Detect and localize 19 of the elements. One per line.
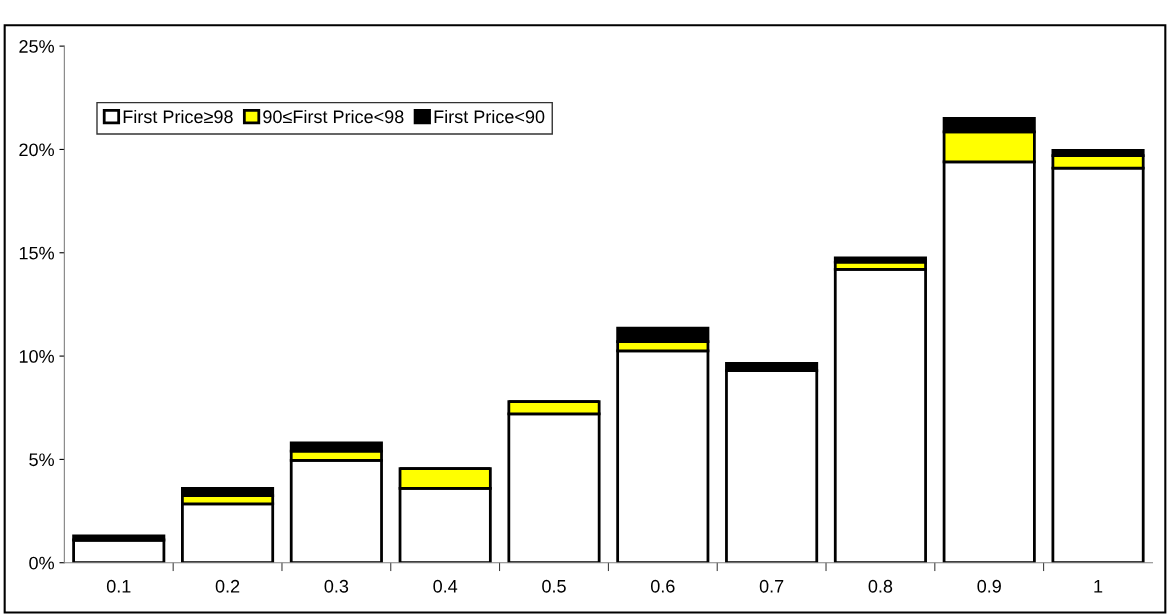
x-tick-label: 0.5 (542, 579, 566, 593)
y-tick-label: 20% (19, 143, 54, 157)
x-tick-label: 1 (1094, 580, 1103, 593)
y-tick-label: 15% (19, 246, 54, 260)
y-tick-label: 0% (29, 556, 54, 570)
x-tick-label: 0.2 (215, 579, 240, 593)
x-tick-label: 0.8 (868, 579, 893, 593)
y-tick-label: 10% (19, 350, 54, 363)
x-tick-label: 0.6 (650, 579, 675, 593)
legend-label: 90≤First Price<98 (263, 109, 404, 124)
x-tick-label: 0.3 (324, 579, 349, 593)
y-tick-label: 5% (29, 453, 54, 467)
legend-label: First Price<90 (434, 109, 545, 124)
legend-label: First Price≥98 (123, 109, 233, 124)
y-tick-label: 25% (19, 40, 54, 53)
x-tick-label: 0.9 (977, 579, 1001, 593)
x-tick-label: 0.7 (759, 579, 784, 593)
x-tick-label: 0.4 (433, 579, 458, 593)
x-tick-label: 0.1 (106, 579, 131, 593)
